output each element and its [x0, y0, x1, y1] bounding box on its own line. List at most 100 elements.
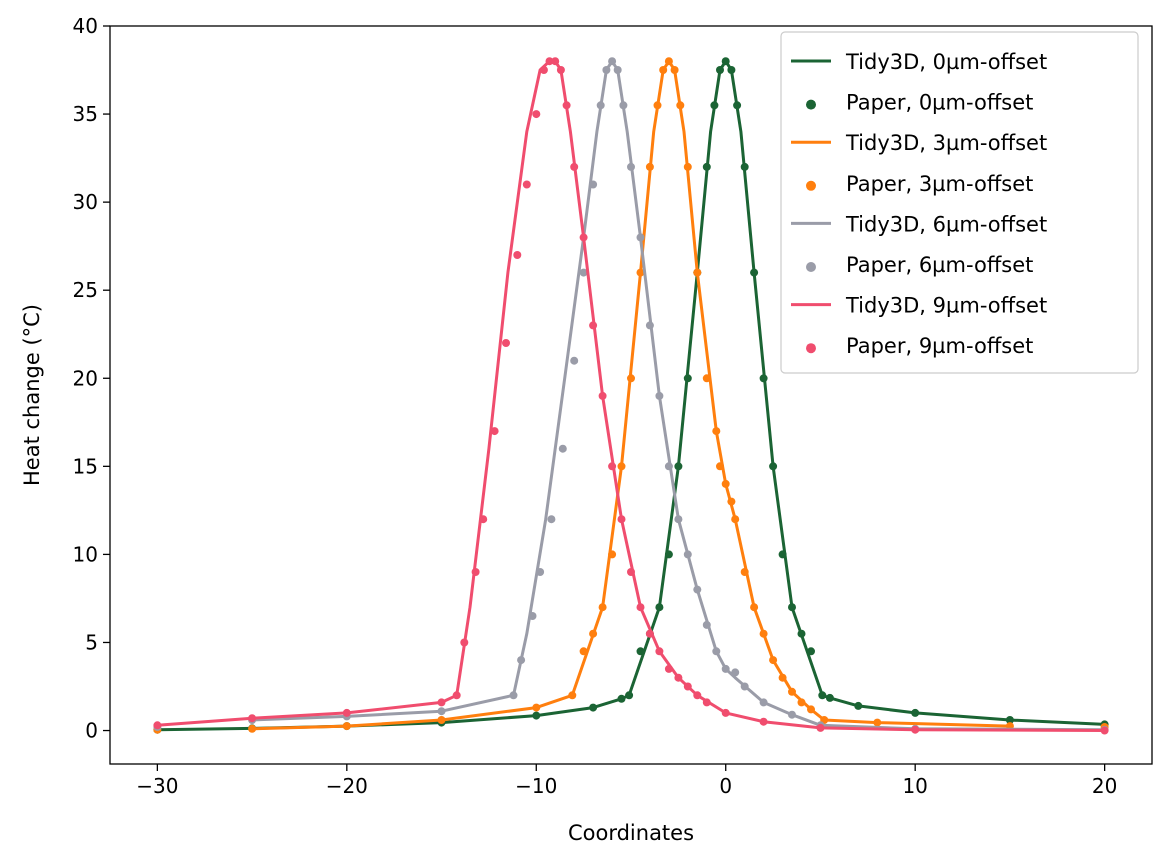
scatter-point-7-23	[617, 515, 626, 524]
scatter-point-5-26	[702, 620, 711, 629]
scatter-point-1-15	[702, 162, 711, 171]
scatter-point-1-29	[818, 691, 827, 700]
scatter-point-7-26	[645, 629, 654, 638]
scatter-point-7-20	[589, 321, 598, 330]
legend-label: Tidy3D, 9µm-offset	[845, 294, 1047, 318]
scatter-point-5-32	[788, 710, 796, 719]
scatter-point-7-2	[342, 708, 351, 717]
scatter-point-1-13	[683, 374, 692, 383]
scatter-point-5-16	[613, 66, 622, 74]
scatter-point-1-4	[532, 711, 541, 720]
scatter-point-5-7	[536, 568, 545, 576]
scatter-point-3-32	[788, 687, 796, 696]
legend-label: Tidy3D, 0µm-offset	[845, 50, 1047, 74]
scatter-point-7-9	[502, 339, 510, 347]
scatter-point-3-21	[702, 374, 711, 383]
scatter-point-7-28	[664, 664, 673, 673]
x-tick-label: −30	[136, 774, 178, 798]
scatter-point-7-36	[911, 725, 920, 734]
scatter-point-5-19	[636, 233, 645, 242]
scatter-point-3-14	[653, 101, 662, 110]
scatter-point-5-25	[693, 585, 702, 594]
scatter-point-1-26	[788, 603, 796, 612]
scatter-point-5-14	[602, 66, 611, 74]
y-tick-label: 20	[73, 366, 98, 390]
scatter-point-5-27	[712, 647, 721, 656]
scatter-point-5-24	[683, 550, 692, 559]
y-tick-label: 10	[73, 542, 98, 566]
scatter-point-5-5	[517, 656, 526, 665]
scatter-point-5-11	[579, 268, 588, 277]
scatter-point-1-25	[778, 550, 787, 559]
scatter-point-5-30	[740, 682, 749, 691]
y-tick-label: 0	[85, 719, 98, 743]
scatter-point-7-21	[598, 391, 607, 400]
scatter-point-1-5	[589, 703, 598, 712]
y-tick-label: 15	[73, 454, 98, 478]
legend-label: Tidy3D, 6µm-offset	[845, 212, 1047, 236]
scatter-point-7-18	[570, 162, 579, 171]
scatter-point-1-12	[674, 462, 683, 471]
scatter-point-7-0	[153, 721, 162, 730]
scatter-point-5-31	[759, 698, 768, 707]
scatter-point-1-30	[825, 693, 834, 702]
scatter-point-3-30	[769, 656, 778, 665]
scatter-point-5-28	[721, 664, 730, 673]
scatter-point-5-22	[664, 462, 673, 471]
legend-label: Paper, 0µm-offset	[846, 91, 1033, 115]
scatter-point-1-32	[911, 708, 920, 717]
scatter-point-1-33	[1005, 716, 1014, 724]
legend-label: Tidy3D, 3µm-offset	[845, 131, 1047, 155]
scatter-point-5-15	[608, 57, 617, 66]
scatter-point-7-31	[693, 691, 702, 700]
scatter-point-3-12	[636, 268, 645, 277]
scatter-point-3-8	[598, 603, 607, 612]
scatter-point-5-20	[645, 321, 654, 330]
scatter-point-3-4	[532, 703, 541, 712]
scatter-point-7-17	[562, 101, 571, 110]
legend-swatch-point	[806, 262, 816, 272]
scatter-point-5-3	[437, 707, 446, 716]
scatter-point-1-17	[716, 66, 724, 74]
scatter-point-3-36	[873, 718, 882, 727]
y-tick-label: 25	[73, 278, 98, 302]
scatter-point-1-21	[740, 162, 749, 171]
scatter-point-5-21	[655, 391, 664, 400]
y-axis-title: Heat change (°C)	[20, 304, 44, 486]
scatter-point-1-8	[636, 647, 645, 656]
scatter-point-1-22	[750, 268, 759, 277]
scatter-point-7-16	[556, 66, 565, 74]
scatter-point-5-9	[558, 444, 567, 453]
x-tick-label: 20	[1092, 774, 1117, 798]
legend: Tidy3D, 0µm-offset Paper, 0µm-offset Tidy3…	[780, 31, 1139, 374]
axes-frame	[109, 25, 1153, 765]
scatter-point-7-13	[539, 66, 548, 74]
scatter-point-3-6	[579, 647, 588, 656]
scatter-point-3-24	[721, 479, 730, 488]
scatter-point-3-3	[437, 716, 446, 724]
x-axis-title: Coordinates	[568, 821, 694, 845]
x-tick-label: 10	[902, 774, 927, 798]
scatter-point-3-9	[608, 550, 617, 559]
scatter-point-5-8	[547, 515, 556, 524]
scatter-point-1-23	[759, 374, 768, 383]
scatter-point-7-11	[522, 180, 531, 189]
scatter-point-3-28	[750, 603, 759, 612]
scatter-point-7-6	[471, 568, 480, 576]
scatter-point-1-16	[710, 101, 719, 110]
scatter-point-3-26	[731, 515, 740, 524]
scatter-point-1-31	[854, 701, 863, 710]
scatter-point-3-16	[664, 57, 673, 66]
scatter-point-3-5	[568, 691, 577, 700]
scatter-point-3-34	[807, 705, 815, 714]
scatter-point-7-24	[627, 568, 635, 576]
plot-area	[109, 25, 1153, 765]
scatter-point-5-13	[596, 101, 605, 110]
scatter-point-1-28	[807, 647, 815, 656]
y-tick-label: 5	[85, 630, 98, 654]
scatter-point-7-37	[1100, 726, 1109, 735]
scatter-point-3-33	[797, 698, 806, 707]
scatter-point-7-35	[816, 723, 825, 732]
scatter-point-1-19	[727, 66, 736, 74]
